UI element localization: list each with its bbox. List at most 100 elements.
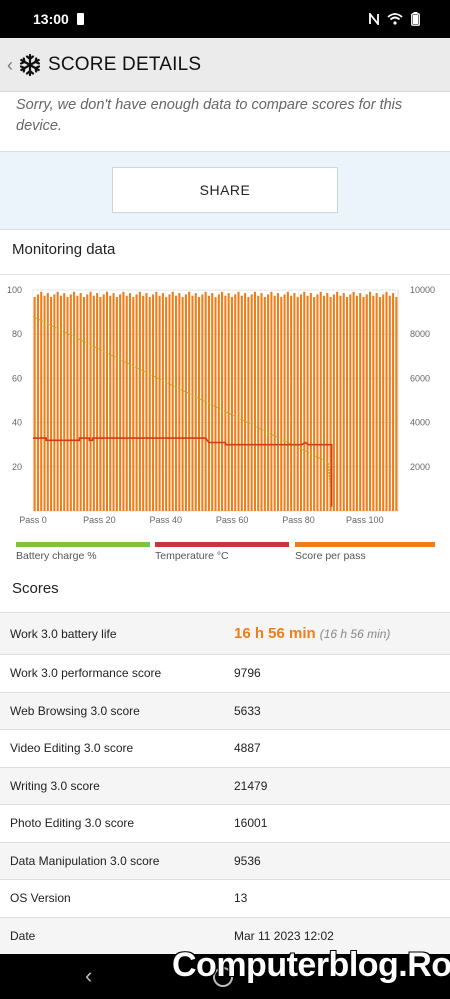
chart-bar [89, 291, 92, 511]
chart-bar [326, 293, 329, 511]
chart-bar [56, 291, 59, 511]
chart-bar [392, 293, 395, 511]
chart-bar [270, 291, 273, 511]
back-chevron-icon[interactable]: ‹ [7, 54, 13, 75]
chart-bar [299, 294, 303, 511]
chart-bar [276, 293, 280, 511]
score-value: 9796 [234, 666, 261, 680]
score-label: Work 3.0 performance score [10, 666, 162, 681]
chart-left-tick-label: 60 [12, 373, 22, 383]
chart-bar [109, 295, 112, 511]
chart-bar [36, 294, 39, 511]
chart-bar [306, 295, 309, 511]
chart-bar [253, 291, 257, 511]
score-label: Web Browsing 3.0 score [10, 703, 140, 718]
score-value-text: 16 h 56 min [234, 625, 316, 642]
score-value: 4887 [234, 741, 261, 755]
chart-bar [151, 294, 155, 511]
score-label: Date [10, 928, 36, 943]
chart-bar [296, 297, 299, 511]
notification-icon [76, 13, 84, 25]
chart-bar [188, 291, 191, 511]
score-value: 13 [234, 891, 247, 905]
chart-x-tick-label: Pass 100 [346, 515, 384, 525]
chart-right-tick-label: 8000 [410, 329, 430, 339]
chart-bar [322, 295, 326, 511]
chart-bar [230, 297, 233, 511]
chart-bar [267, 294, 270, 511]
chart-bar [339, 295, 342, 511]
legend-battery-swatch [16, 542, 150, 547]
nav-home-icon[interactable] [213, 967, 233, 987]
chart-bar [73, 291, 76, 511]
chart-x-tick-label: Pass 0 [19, 515, 47, 525]
chart-bar [50, 297, 53, 511]
battery-icon [411, 12, 420, 26]
snowflake-logo-icon[interactable] [18, 53, 42, 77]
chart-bar [234, 294, 237, 511]
wifi-icon [387, 13, 403, 25]
chart-bar [69, 294, 72, 511]
chart-bar [125, 295, 128, 511]
chart-bar [316, 294, 319, 511]
chart-bar [112, 293, 115, 511]
legend-temperature-swatch [155, 542, 289, 547]
share-section: SHARE [0, 152, 450, 228]
monitoring-card: Monitoring data 100 10000 80 8000 60 6000 40 40… [0, 229, 450, 564]
chart-bar [273, 295, 276, 511]
score-label: Data Manipulation 3.0 score [10, 853, 160, 868]
score-row: OS Version 13 [0, 879, 450, 917]
chart-bar [122, 291, 125, 511]
chart-bar [342, 293, 345, 511]
score-row: Writing 3.0 score 21479 [0, 766, 450, 804]
chart-bar [105, 291, 109, 511]
chart-bar [211, 293, 214, 511]
chart-bar [237, 291, 240, 511]
chart-x-tick-label: Pass 60 [216, 515, 249, 525]
legend-temperature-label: Temperature °C [155, 550, 229, 562]
chart-bar [155, 291, 158, 511]
score-value-secondary: (16 h 56 min) [319, 627, 391, 641]
chart-bar [286, 291, 289, 511]
score-value: 21479 [234, 779, 267, 793]
chart-bar [263, 297, 266, 511]
chart-bar [198, 297, 201, 511]
battery-line [32, 316, 333, 509]
score-label: Video Editing 3.0 score [10, 741, 134, 756]
chart-bar [240, 295, 243, 511]
score-row: Work 3.0 performance score 9796 [0, 654, 450, 692]
scores-table: Work 3.0 battery life 16 h 56 min (16 h 56… [0, 612, 450, 954]
score-value: Mar 11 2023 12:02 [234, 929, 334, 943]
chart-bar [303, 291, 306, 511]
legend-score-label: Score per pass [295, 550, 366, 562]
score-value-text: 21479 [234, 778, 268, 793]
notice-text: Sorry, we don't have enough data to comp… [16, 97, 403, 134]
chart-bar [33, 297, 36, 511]
score-row: Data Manipulation 3.0 score 9536 [0, 841, 450, 879]
share-button[interactable]: SHARE [112, 167, 338, 213]
chart-bar [280, 297, 283, 511]
chart-bar [82, 297, 86, 511]
chart-bar [142, 295, 145, 511]
score-row: Work 3.0 battery life 16 h 56 min (16 h 56… [0, 612, 450, 654]
chart-bar [313, 297, 316, 511]
chart-bar [227, 293, 230, 511]
temperature-line [33, 437, 333, 507]
chart-bar [388, 295, 391, 511]
chart-bar [165, 297, 168, 511]
score-value: 16 h 56 min (16 h 56 min) [234, 625, 390, 642]
chart-bar [244, 293, 247, 511]
chart-bar [181, 297, 184, 511]
chart-bar [178, 293, 181, 511]
chart-bar [319, 291, 322, 511]
monitoring-chart: 100 10000 80 8000 60 6000 40 4000 20 2000 Pass 0 Pa… [7, 285, 435, 525]
nav-back-icon[interactable]: ‹ [85, 963, 93, 988]
chart-bar [349, 294, 352, 511]
chart-bar [92, 295, 95, 511]
chart-left-tick-label: 100 [7, 285, 22, 295]
chart-right-tick-label: 4000 [410, 418, 430, 428]
score-label: Photo Editing 3.0 score [10, 816, 135, 831]
score-value-text: 13 [234, 891, 248, 906]
score-value-text: 16001 [234, 816, 268, 831]
chart-bar [250, 294, 253, 511]
